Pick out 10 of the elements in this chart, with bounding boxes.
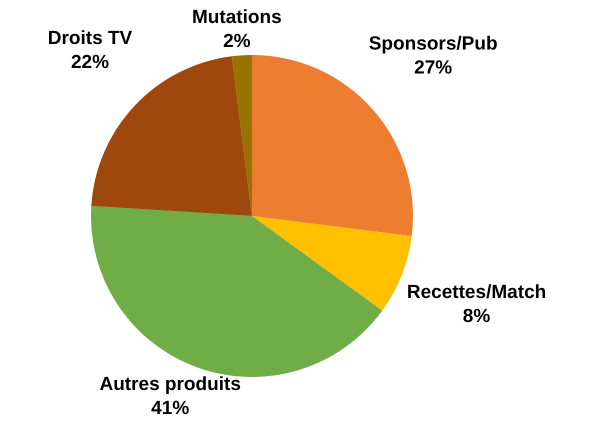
slice-label: Mutations bbox=[192, 7, 282, 28]
data-label: 27% bbox=[414, 58, 452, 79]
data-label: 2% bbox=[223, 31, 251, 52]
slice-label: Autres produits bbox=[99, 374, 241, 396]
data-label: 41% bbox=[151, 398, 190, 420]
slice-label: Sponsors/Pub bbox=[368, 34, 498, 55]
data-label: 22% bbox=[70, 52, 110, 73]
data-label: 8% bbox=[462, 306, 490, 328]
slice-label: Droits TV bbox=[48, 28, 133, 49]
slice-label: Recettes/Match bbox=[406, 282, 546, 304]
